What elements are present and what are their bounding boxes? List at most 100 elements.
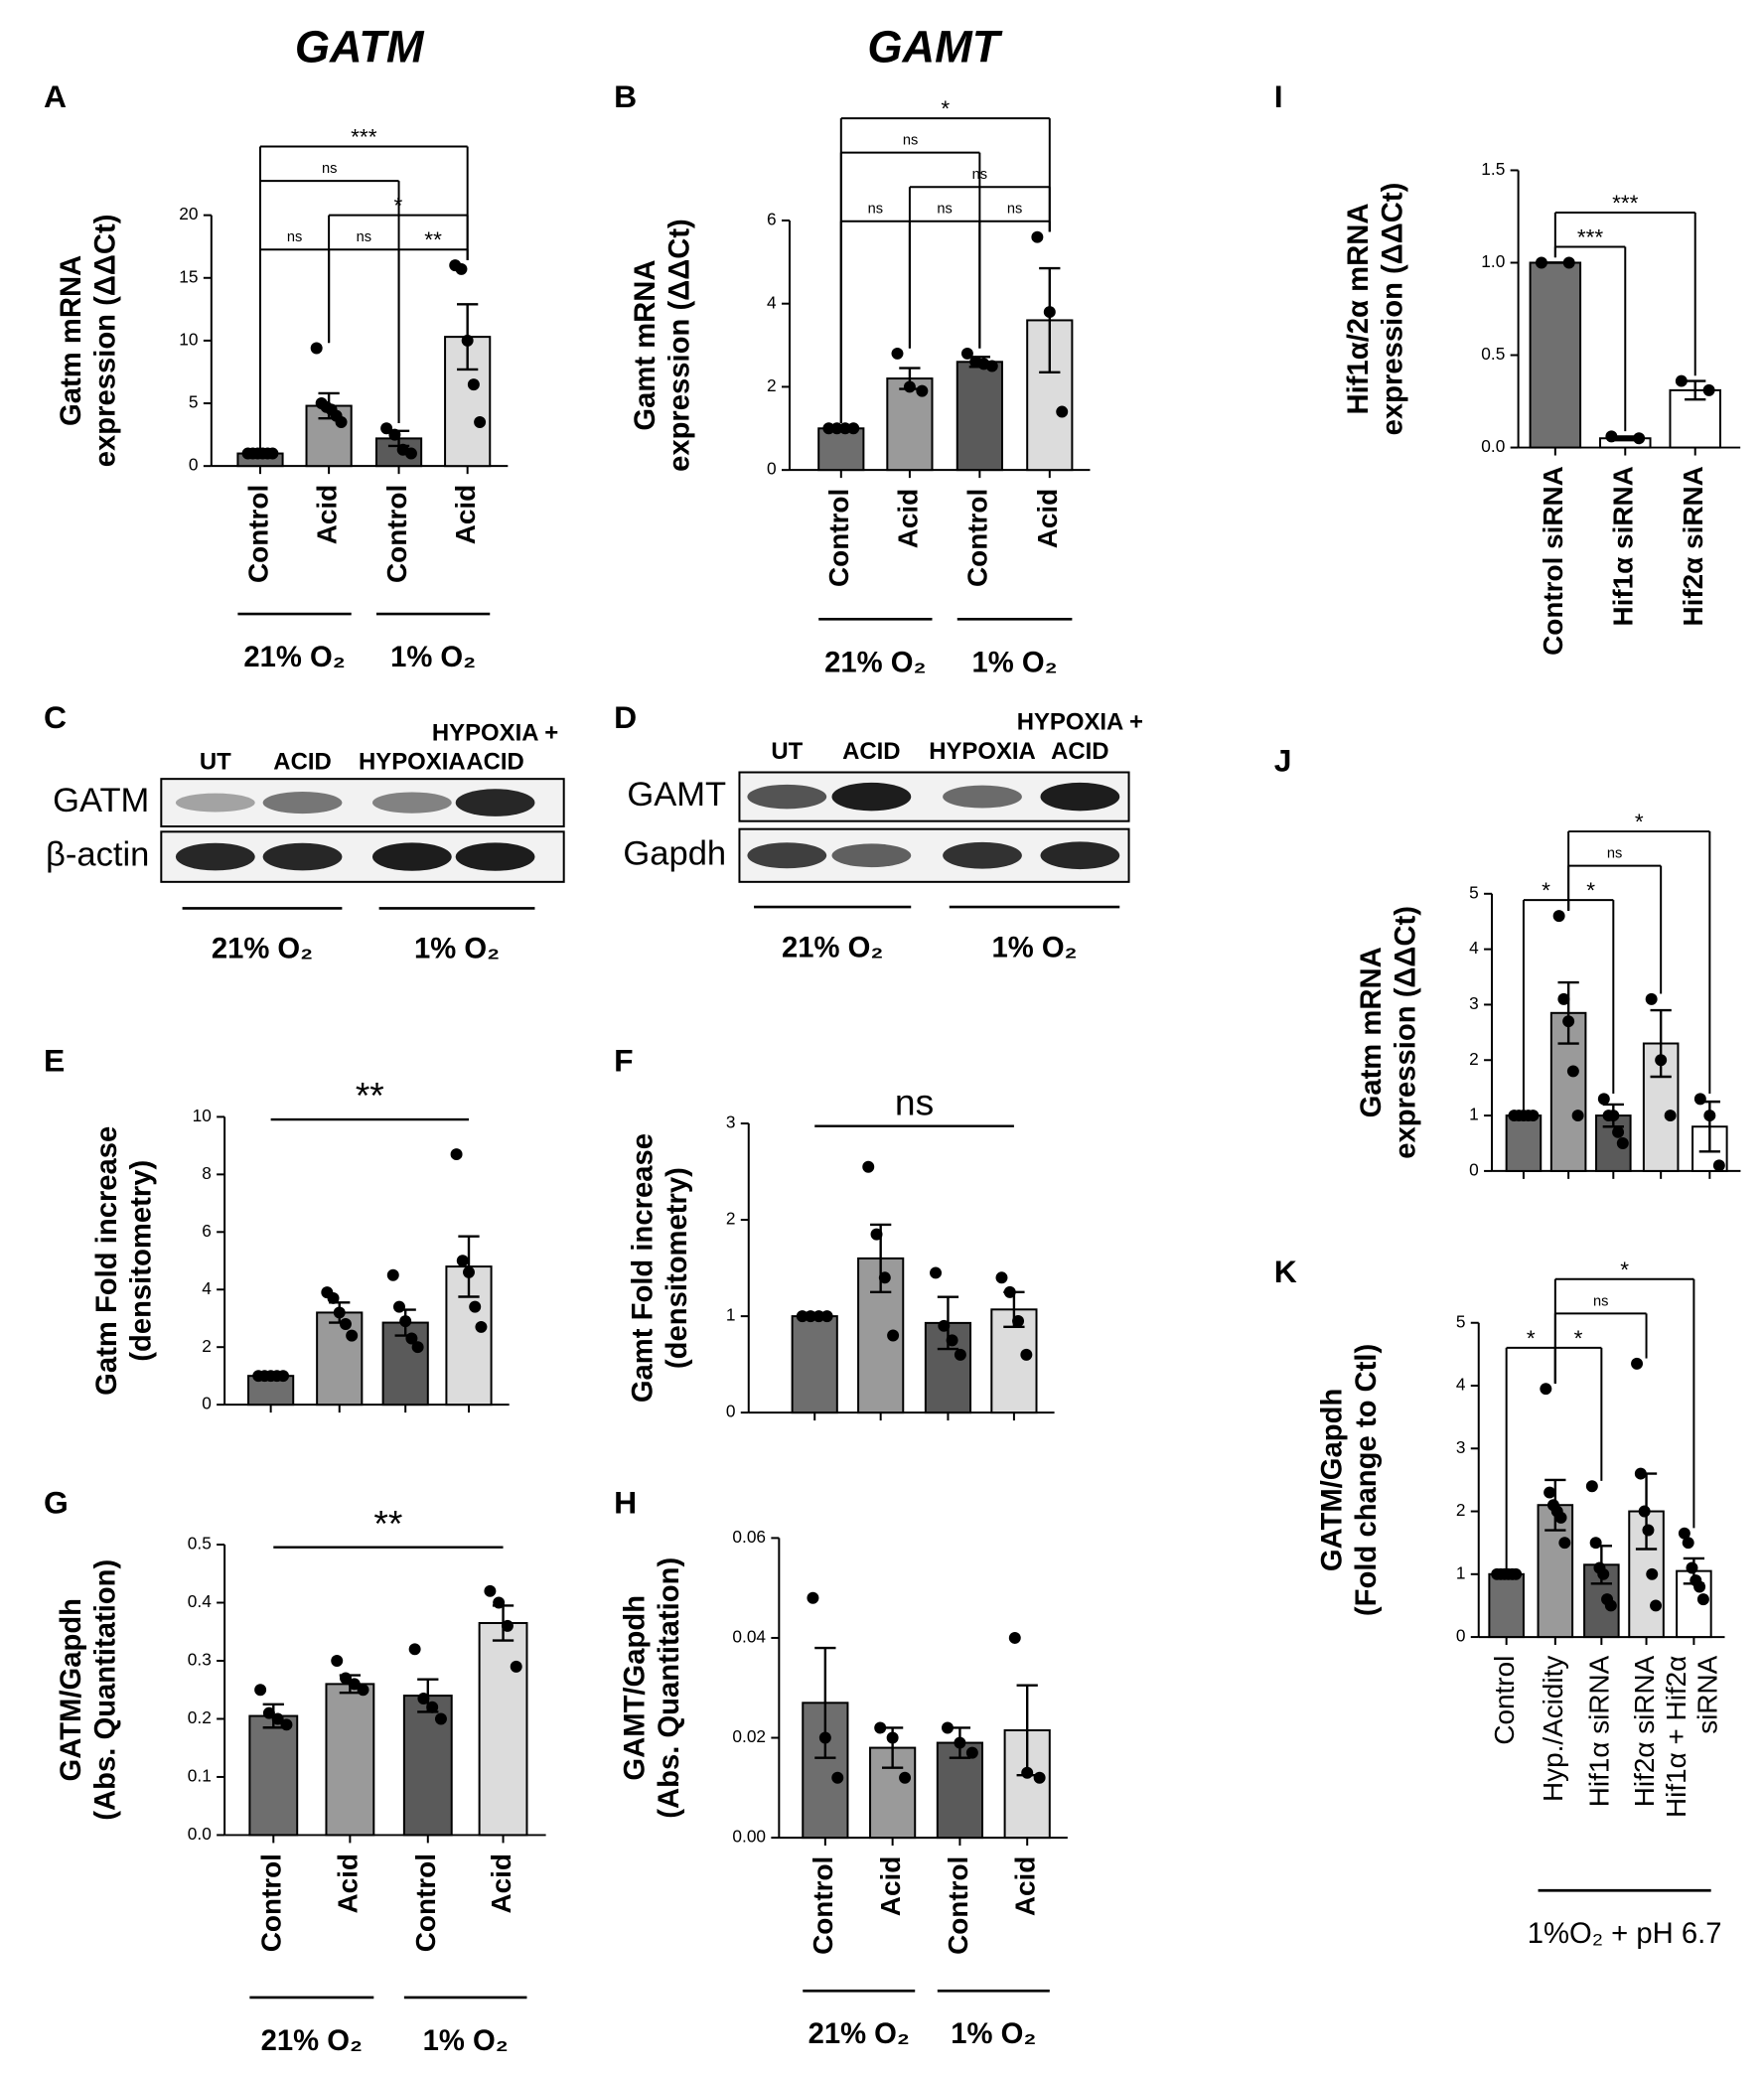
data-point xyxy=(426,1701,439,1713)
y-tick-label: 20 xyxy=(179,204,198,223)
data-point xyxy=(331,1655,344,1667)
y-tick-label: 4 xyxy=(1456,1375,1466,1395)
data-point xyxy=(1056,405,1069,418)
significance-label: ns xyxy=(937,202,952,218)
lane-label: HYPOXIA xyxy=(929,738,1036,765)
significance-label: ns xyxy=(1593,1293,1608,1309)
bar xyxy=(316,1311,364,1407)
x-tick-label: Acid xyxy=(875,1856,906,1916)
significance-label: ns xyxy=(287,229,302,245)
lane-label: HYPOXIA + xyxy=(432,719,558,746)
data-point xyxy=(822,422,835,435)
lane-label: HYPOXIA xyxy=(359,749,466,776)
y-axis-label: Hif1α/2α mRNA xyxy=(1343,204,1375,415)
data-point xyxy=(878,1271,891,1284)
data-point xyxy=(346,1329,359,1342)
data-point xyxy=(405,1332,418,1345)
row-label: Gapdh xyxy=(623,834,726,872)
data-point xyxy=(339,1318,352,1331)
data-point xyxy=(1605,430,1618,443)
y-tick-label: 2 xyxy=(1456,1500,1466,1520)
data-point xyxy=(1645,992,1658,1005)
bar xyxy=(956,361,1003,472)
data-point xyxy=(1021,1766,1034,1779)
data-point xyxy=(510,1660,522,1673)
significance-label: * xyxy=(1574,1326,1583,1351)
y-tick-label: 2 xyxy=(1469,1049,1479,1069)
y-tick-label: 0 xyxy=(202,1394,212,1413)
data-point xyxy=(870,1228,883,1241)
y-tick-label: 8 xyxy=(202,1163,212,1183)
data-point xyxy=(411,1341,424,1354)
error-bar xyxy=(1557,980,1579,1045)
y-tick-label: 1 xyxy=(1469,1105,1479,1124)
data-point xyxy=(1544,1486,1556,1499)
y-axis-label: GAMT/Gapdh xyxy=(620,1595,652,1781)
x-tick-label: Acid xyxy=(450,485,481,544)
y-tick-label: 0 xyxy=(1469,1159,1479,1179)
x-tick-label: Control xyxy=(410,1853,441,1952)
significance-label: * xyxy=(1620,1258,1629,1282)
data-point xyxy=(1510,1567,1523,1580)
panel-letter: F xyxy=(614,1042,633,1078)
data-point xyxy=(1646,1567,1659,1580)
y-tick-label: 0.3 xyxy=(188,1650,212,1670)
significance-label: ns xyxy=(1607,846,1622,862)
group-label: 21% O₂ xyxy=(212,934,313,965)
y-tick-label: 0.00 xyxy=(732,1827,766,1847)
x-tick-label: Control xyxy=(242,485,273,583)
data-point xyxy=(1682,1537,1694,1550)
significance-label: ns xyxy=(357,229,371,245)
y-tick-label: 10 xyxy=(179,329,198,349)
data-point xyxy=(903,380,916,393)
group-label: 1% O₂ xyxy=(414,934,500,965)
x-tick-label: Hif1α + Hif2α xyxy=(1661,1656,1691,1818)
data-point xyxy=(960,347,973,360)
blot-band xyxy=(747,784,827,810)
significance-label: * xyxy=(1586,878,1595,903)
panel-title: GATM xyxy=(295,21,425,72)
data-point xyxy=(1675,374,1688,387)
data-point xyxy=(388,428,401,441)
data-point xyxy=(469,1300,482,1313)
y-tick-label: 3 xyxy=(1456,1437,1466,1457)
panel-letter: E xyxy=(44,1042,65,1078)
data-point xyxy=(1702,383,1715,396)
data-point xyxy=(484,1584,497,1597)
data-point xyxy=(1612,1125,1625,1138)
y-tick-label: 0 xyxy=(767,459,777,479)
x-tick-label: Acid xyxy=(1032,489,1063,548)
data-point xyxy=(1604,1599,1617,1612)
y-axis-label: Gamt Fold increase xyxy=(627,1133,659,1403)
data-point xyxy=(807,1591,819,1604)
data-point xyxy=(886,1731,899,1744)
y-tick-label: 1.0 xyxy=(1481,251,1505,271)
lane-label: HYPOXIA + xyxy=(1017,709,1143,736)
significance-label: *** xyxy=(1612,191,1639,216)
lane-label: ACID xyxy=(1051,738,1108,765)
data-point xyxy=(348,1678,361,1691)
y-tick-label: 0.02 xyxy=(732,1726,766,1746)
y-axis-label: (Fold change to Ctl) xyxy=(1351,1344,1383,1616)
blot-band xyxy=(747,842,827,869)
data-point xyxy=(930,1266,943,1279)
x-tick-label: Acid xyxy=(311,485,342,544)
significance-label: ns xyxy=(903,133,918,149)
data-point xyxy=(1535,256,1547,269)
y-tick-label: 0.04 xyxy=(732,1627,766,1647)
data-point xyxy=(393,1300,405,1313)
significance-label: ** xyxy=(356,1075,384,1116)
y-tick-label: 6 xyxy=(767,210,777,229)
data-point xyxy=(335,415,348,428)
y-tick-label: 5 xyxy=(1456,1311,1466,1331)
data-point xyxy=(887,1329,900,1342)
y-axis-label: GATM/Gapdh xyxy=(56,1598,87,1782)
blot-band xyxy=(455,789,535,816)
data-point xyxy=(796,1310,808,1323)
bar xyxy=(1549,1011,1587,1172)
data-point xyxy=(1703,1110,1716,1122)
group-label: 1% O₂ xyxy=(972,647,1058,678)
row-label: GATM xyxy=(53,782,149,819)
x-tick-label: Acid xyxy=(333,1853,364,1913)
